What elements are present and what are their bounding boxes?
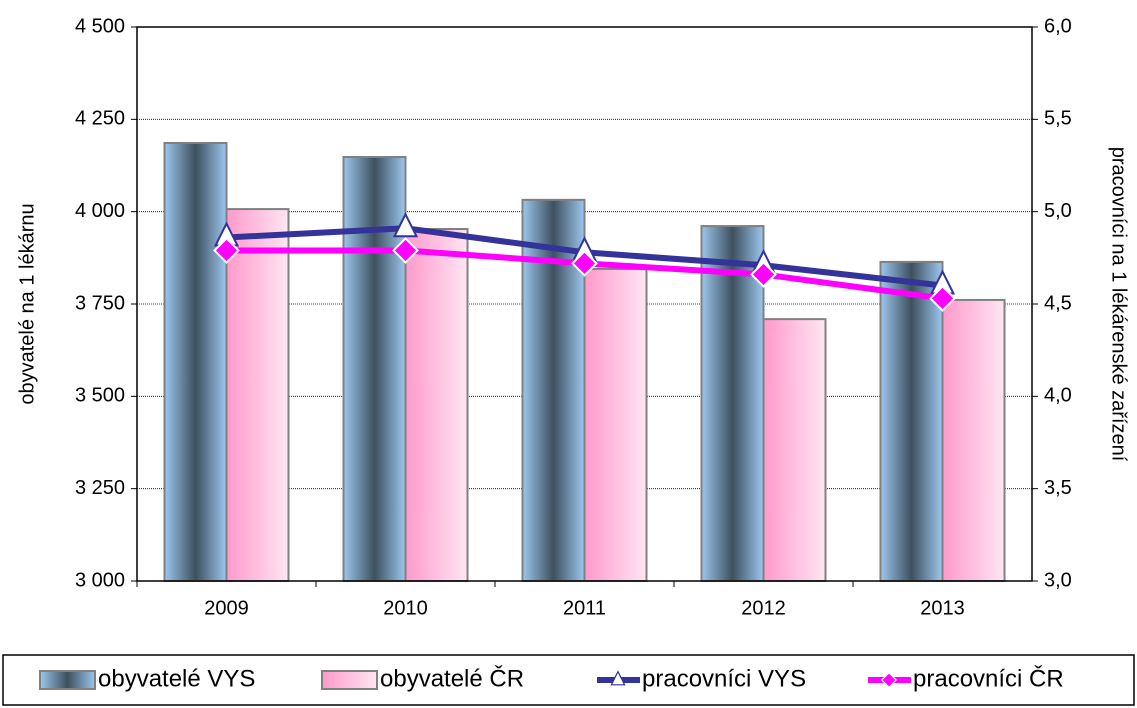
marker [750,261,777,288]
x-tick-label: 2009 [204,597,249,619]
y2-tick-label: 4,0 [1044,385,1072,407]
y-tick-label: 3 500 [75,385,125,407]
bar [583,267,648,582]
y-tick-label: 3 000 [75,569,125,591]
legend-label: pracovníci ČR [913,664,1064,692]
bar [762,318,827,582]
legend-swatch [39,670,96,690]
y-tick-label: 3 250 [75,477,125,499]
x-tick-label: 2010 [383,597,428,619]
bar [879,260,944,582]
legend-label: obyvatelé VYS [98,665,255,692]
y2-tick-label: 4,5 [1044,292,1072,314]
y2-tick-label: 3,5 [1044,477,1072,499]
y2-tick-label: 5,0 [1044,200,1072,222]
marker [213,237,240,264]
x-tick-label: 2012 [741,597,786,619]
marker [392,212,419,238]
bar [342,156,407,582]
y-tick-label: 4 000 [75,200,125,222]
bar [404,228,469,582]
marker [610,670,626,686]
marker [929,285,956,312]
bar [163,141,228,582]
y2-axis-label: pracovníci na 1 lékárenské zařízení [1108,147,1130,462]
y-tick-label: 3 750 [75,292,125,314]
bar [941,298,1006,582]
bar [225,208,290,582]
marker [392,237,419,264]
legend-swatch [321,670,378,690]
y2-tick-label: 5,5 [1044,108,1072,130]
legend-label: pracovníci VYS [642,665,806,692]
y-tick-label: 4 250 [75,108,125,130]
y-axis-label: obyvatelé na 1 lékárnu [16,203,38,404]
plot-frame [136,26,1033,582]
marker [571,249,598,277]
x-tick-label: 2013 [920,597,965,619]
legend-box [2,654,1135,706]
bar [700,225,765,582]
y2-tick-label: 3,0 [1044,569,1072,591]
marker [880,671,898,689]
y2-tick-label: 6,0 [1044,15,1072,37]
y-tick-label: 4 500 [75,15,125,37]
x-tick-label: 2011 [563,597,606,619]
legend-label: obyvatelé ČR [380,664,524,692]
